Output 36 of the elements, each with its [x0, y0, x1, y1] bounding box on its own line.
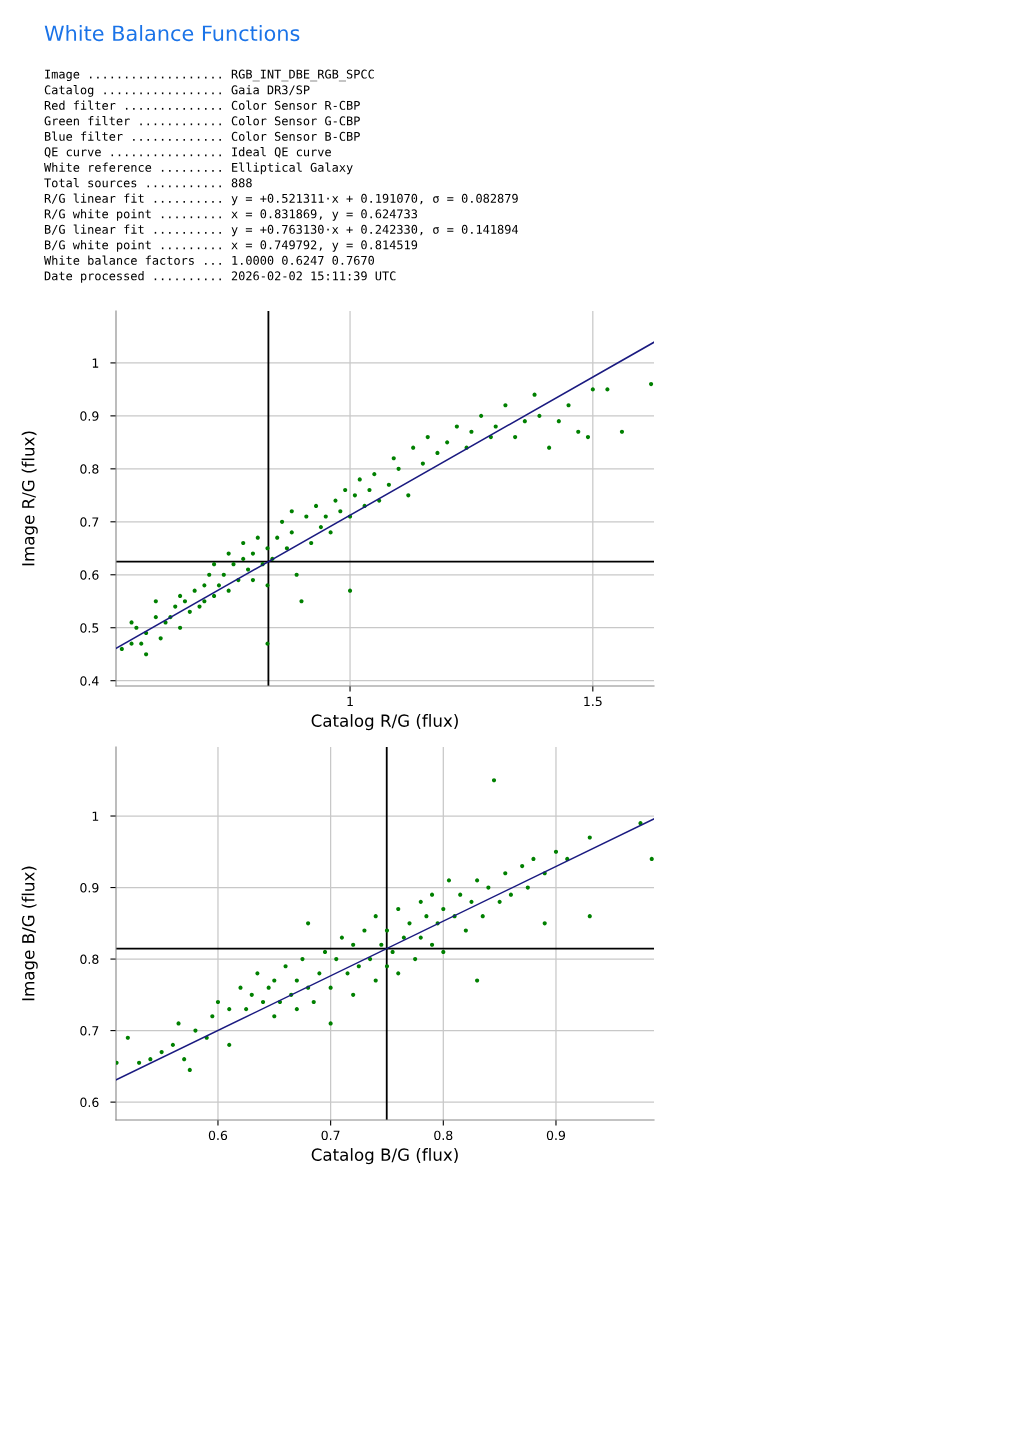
text: QE curve ................ Ideal QE curve: [44, 147, 331, 158]
text: Red filter .............. Color Sensor R-CBP: [44, 100, 360, 110]
text: Total sources ........... 888: [44, 178, 252, 188]
text: B/G white point ......... x = 0.749792, y = 0.814519: [44, 240, 418, 252]
y-tick-label: 0.9: [80, 883, 99, 893]
y-axis-title: Image R/G (flux): [21, 431, 38, 566]
y-tick-label: 0.6: [80, 1097, 99, 1108]
text: Image ................... RGB_INT_DBE_RGB_SPCC: [45, 69, 374, 82]
y-tick-label: 0.9: [80, 411, 99, 421]
text: R/G white point ......... x = 0.831869, y = 0.624733: [44, 209, 418, 221]
text: White Balance Functions: [44, 25, 300, 42]
y-tick-label: 0.6: [80, 570, 99, 580]
x-tick-label: 0.8: [434, 1130, 453, 1141]
x-tick-label: 0.7: [321, 1130, 340, 1141]
text: White balance factors ... 1.0000 0.6247 0.7670: [44, 255, 375, 265]
y-tick-label: 0.8: [80, 954, 99, 964]
text: Catalog ................. Gaia DR3/SP: [44, 85, 310, 97]
text: Blue filter ............. Color Sensor B-CBP: [44, 131, 360, 141]
y-tick-label: 1: [92, 358, 99, 368]
y-tick-label: 0.7: [80, 517, 99, 527]
y-tick-label: 0.4: [80, 676, 99, 686]
y-tick-label: 0.8: [80, 464, 99, 474]
y-axis-title: Image B/G (flux): [21, 866, 38, 1001]
text: B/G linear fit .......... y = +0.763130·x + 0.242330, σ = 0.141894: [44, 224, 519, 237]
text: R/G linear fit .......... y = +0.521311·x + 0.191070, σ = 0.082879: [44, 193, 518, 206]
text: Date processed .......... 2026-02-02 15:11:39 UTC: [44, 271, 396, 283]
y-tick-label: 1: [92, 811, 99, 821]
y-tick-label: 0.7: [80, 1026, 99, 1036]
y-tick-label: 0.5: [80, 623, 99, 633]
text: Green filter ............ Color Sensor G-CBP: [44, 116, 360, 126]
x-axis-title: Catalog R/G (flux): [311, 714, 458, 731]
x-axis-title: Catalog B/G (flux): [311, 1148, 458, 1165]
x-tick-label: 0.6: [208, 1130, 228, 1141]
x-tick-label: 0.9: [546, 1130, 566, 1141]
text: White reference ......... Elliptical Galaxy: [44, 162, 353, 175]
x-tick-label: 1.5: [584, 696, 602, 707]
